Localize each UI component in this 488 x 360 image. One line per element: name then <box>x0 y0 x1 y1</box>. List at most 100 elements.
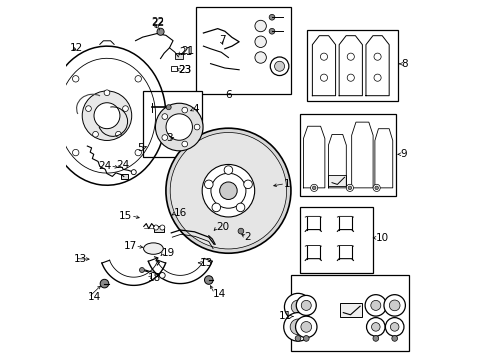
Bar <box>142 91 201 157</box>
Circle shape <box>162 114 167 120</box>
Circle shape <box>72 76 79 82</box>
Circle shape <box>383 295 405 316</box>
Text: 5: 5 <box>137 143 143 153</box>
Circle shape <box>212 203 220 212</box>
Circle shape <box>385 318 403 336</box>
Circle shape <box>301 300 311 310</box>
Circle shape <box>170 132 286 249</box>
Bar <box>299 207 372 273</box>
Circle shape <box>295 336 300 341</box>
Circle shape <box>370 300 380 310</box>
Circle shape <box>372 336 378 341</box>
Circle shape <box>182 107 187 113</box>
Circle shape <box>254 52 266 63</box>
Circle shape <box>210 173 245 208</box>
Circle shape <box>372 184 380 192</box>
Text: 17: 17 <box>123 241 136 251</box>
Circle shape <box>347 186 351 190</box>
Text: 1: 1 <box>283 179 290 189</box>
Circle shape <box>135 149 141 156</box>
Bar <box>196 7 290 94</box>
Circle shape <box>153 225 158 230</box>
Bar <box>154 226 164 232</box>
Text: 16: 16 <box>173 208 186 218</box>
Text: 23: 23 <box>178 65 191 75</box>
Circle shape <box>268 28 274 34</box>
Bar <box>340 303 361 317</box>
Text: 19: 19 <box>162 248 175 258</box>
Bar <box>290 275 408 351</box>
Ellipse shape <box>143 243 163 254</box>
Circle shape <box>131 170 136 175</box>
Circle shape <box>254 36 266 48</box>
Circle shape <box>202 165 254 217</box>
Text: 2: 2 <box>244 232 251 242</box>
Text: 13: 13 <box>74 253 87 264</box>
Circle shape <box>270 57 288 76</box>
Circle shape <box>100 279 108 288</box>
Circle shape <box>166 114 192 140</box>
Circle shape <box>374 186 378 190</box>
Circle shape <box>365 295 386 316</box>
Circle shape <box>139 267 144 273</box>
Circle shape <box>243 180 252 189</box>
Circle shape <box>254 20 266 32</box>
Circle shape <box>371 323 379 331</box>
Text: 3: 3 <box>165 133 172 143</box>
Circle shape <box>85 106 91 112</box>
Circle shape <box>238 228 244 234</box>
Circle shape <box>346 184 353 192</box>
Circle shape <box>366 318 385 336</box>
Circle shape <box>268 14 274 20</box>
Text: 11: 11 <box>278 311 291 321</box>
Circle shape <box>391 336 397 341</box>
Circle shape <box>115 131 121 137</box>
Circle shape <box>157 28 164 35</box>
Circle shape <box>224 166 232 174</box>
Text: 20: 20 <box>216 222 228 232</box>
Text: 7: 7 <box>219 35 225 45</box>
Bar <box>175 53 183 59</box>
Circle shape <box>346 53 354 60</box>
Circle shape <box>300 321 311 332</box>
Circle shape <box>182 141 187 147</box>
Circle shape <box>162 135 167 140</box>
Circle shape <box>320 74 327 81</box>
Circle shape <box>388 300 399 311</box>
Circle shape <box>219 182 237 199</box>
Circle shape <box>135 76 141 82</box>
Text: 4: 4 <box>192 104 199 114</box>
Bar <box>299 114 395 196</box>
Text: 13: 13 <box>200 258 213 268</box>
Bar <box>170 66 177 71</box>
Text: 24: 24 <box>116 159 129 170</box>
Text: 8: 8 <box>400 59 407 69</box>
Circle shape <box>296 296 316 315</box>
Circle shape <box>312 186 315 190</box>
Text: 21: 21 <box>179 47 192 57</box>
Text: 10: 10 <box>375 233 388 243</box>
Circle shape <box>194 124 200 130</box>
Circle shape <box>104 90 110 96</box>
Circle shape <box>155 103 203 151</box>
Circle shape <box>320 53 327 60</box>
Text: 23: 23 <box>178 65 191 75</box>
Text: 22: 22 <box>151 18 164 28</box>
Circle shape <box>373 74 380 81</box>
Text: 14: 14 <box>87 292 101 302</box>
Circle shape <box>82 91 131 140</box>
Circle shape <box>204 276 213 284</box>
Circle shape <box>310 184 317 192</box>
Bar <box>121 174 127 179</box>
Bar <box>306 30 397 102</box>
Text: 18: 18 <box>147 273 160 283</box>
Bar <box>328 175 346 186</box>
Text: 12: 12 <box>70 43 83 53</box>
Text: 22: 22 <box>151 17 164 27</box>
Circle shape <box>295 316 316 338</box>
Circle shape <box>236 203 244 212</box>
Circle shape <box>165 128 290 253</box>
Circle shape <box>373 53 380 60</box>
Text: 24: 24 <box>98 161 111 171</box>
Circle shape <box>346 74 354 81</box>
